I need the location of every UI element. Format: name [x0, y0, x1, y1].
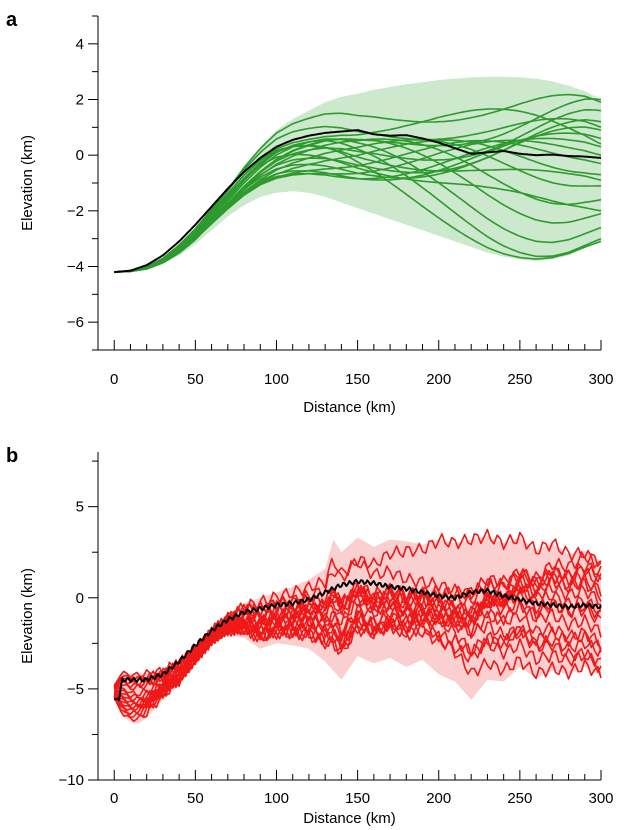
- x-tick-label: 50: [187, 371, 204, 388]
- series-line: [114, 108, 602, 273]
- x-tick-label: 200: [426, 790, 451, 807]
- x-tick-label: 100: [264, 371, 289, 388]
- x-tick-label: 250: [507, 371, 532, 388]
- y-axis-title: Elevation (km): [19, 568, 36, 664]
- y-tick-label: 5: [76, 499, 84, 516]
- x-axis-title: Distance (km): [303, 399, 396, 416]
- median-line: [113, 578, 602, 701]
- series-line: [114, 138, 602, 273]
- y-tick-label: 0: [76, 147, 84, 164]
- y-axis-title: Elevation (km): [19, 135, 36, 231]
- x-tick-label: 0: [110, 790, 118, 807]
- y-tick-label: 0: [76, 590, 84, 607]
- panel-a: a −6 −4 −2 0 2 4 0 50 100 150 200 250 300 Distance (km…: [6, 9, 614, 416]
- x-tick-label: 250: [507, 790, 532, 807]
- x-tick-label: 200: [426, 371, 451, 388]
- x-tick-label: 300: [588, 790, 613, 807]
- y-tick-label: −4: [67, 259, 84, 276]
- envelope-band: [114, 76, 601, 273]
- x-tick-label: 100: [264, 790, 289, 807]
- y-tick-label: 2: [76, 92, 84, 109]
- y-tick-label: −5: [67, 681, 84, 698]
- series-line: [113, 604, 602, 689]
- x-tick-label: 50: [187, 790, 204, 807]
- series-line: [113, 528, 602, 687]
- panel-letter: a: [6, 9, 18, 31]
- y-tick-label: −10: [59, 772, 84, 789]
- x-tick-label: 300: [588, 371, 613, 388]
- y-tick-label: −2: [67, 203, 84, 220]
- y-tick-label: 4: [76, 36, 84, 53]
- x-tick-label: 150: [345, 371, 370, 388]
- median-line: [114, 129, 602, 274]
- panel-letter: b: [6, 445, 18, 467]
- series-line: [114, 139, 602, 273]
- series-line: [114, 138, 602, 273]
- series-line: [114, 144, 602, 273]
- y-tick-label: −6: [67, 314, 84, 331]
- x-tick-label: 150: [345, 790, 370, 807]
- x-axis-title: Distance (km): [303, 810, 396, 827]
- x-tick-label: 0: [110, 371, 118, 388]
- series-line: [114, 153, 602, 273]
- series-line: [114, 588, 602, 697]
